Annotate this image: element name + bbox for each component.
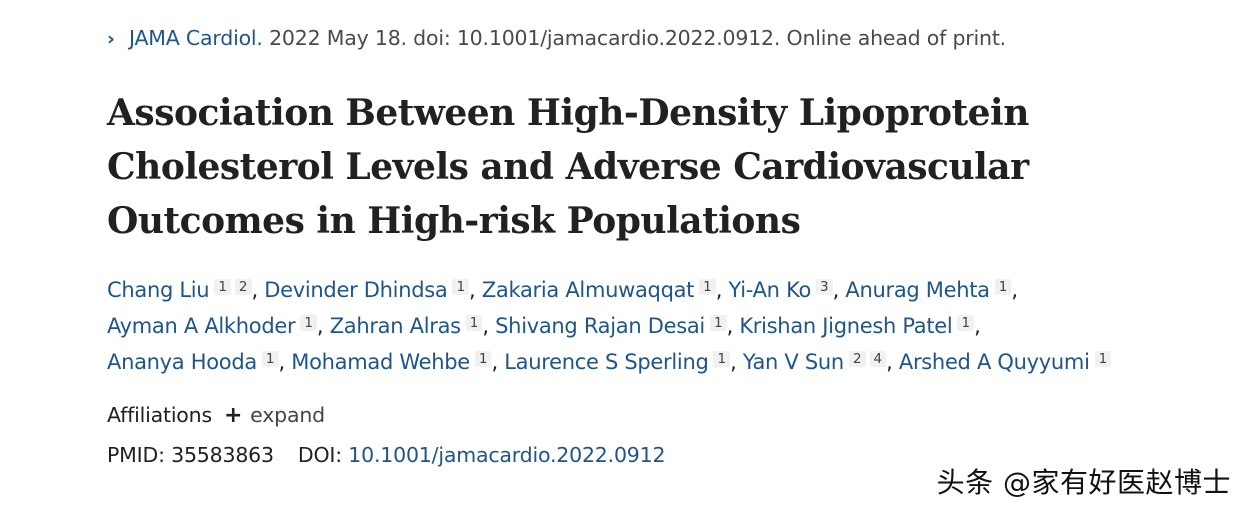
affiliation-ref[interactable]: 1 [214,279,231,295]
author-link[interactable]: Krishan Jignesh Patel [739,314,953,338]
affiliation-ref[interactable]: 1 [261,351,279,367]
author-item: Chang Liu 1 2, [107,278,265,302]
pmid-value: 35583863 [171,443,274,467]
pmid-label: PMID: [107,443,165,467]
affiliation-ref[interactable]: 3 [816,279,833,295]
affiliation-ref[interactable]: 1 [465,315,483,331]
author-link[interactable]: Ananya Hooda [107,350,257,374]
author-item: Laurence S Sperling 1, [504,350,743,374]
author-link[interactable]: Shivang Rajan Desai [495,314,705,338]
citation-line: › JAMA Cardiol. 2022 May 18. doi: 10.1001… [107,26,1006,50]
author-item: Krishan Jignesh Patel 1, [739,314,981,338]
affiliation-ref[interactable]: 1 [713,351,731,367]
author-item: Zahran Alras 1, [329,314,496,338]
identifiers: PMID: 35583863 DOI: 10.1001/jamacardio.20… [107,443,666,467]
author-list: Chang Liu 1 2, Devinder Dhindsa 1, Zakaria … [107,272,1187,380]
affiliation-ref[interactable]: 1 [699,279,716,295]
affiliation-ref[interactable]: 1 [957,315,975,331]
journal-link[interactable]: JAMA Cardiol. [129,26,263,50]
affiliation-ref[interactable]: 1 [452,279,470,295]
affiliation-ref[interactable]: 2 [848,351,866,367]
affiliation-ref[interactable]: 1 [300,315,317,331]
author-link[interactable]: Arshed A Quyyumi [898,350,1090,374]
chevron-right-icon[interactable]: › [107,28,115,50]
author-link[interactable]: Zahran Alras [329,314,461,338]
author-link[interactable]: Yi-An Ko [728,278,812,302]
expand-button[interactable]: expand [250,403,325,427]
affiliations-toggle[interactable]: Affiliations + expand [107,403,325,428]
author-item: Arshed A Quyyumi 1 [898,350,1112,374]
affiliation-ref[interactable]: 1 [709,315,727,331]
author-link[interactable]: Chang Liu [107,278,210,302]
author-item: Yi-An Ko 3, [728,278,846,302]
affiliation-ref[interactable]: 4 [869,351,887,367]
page-title: Association Between High-Density Lipopro… [107,92,1029,242]
author-link[interactable]: Yan V Sun [742,350,844,374]
affiliation-ref[interactable]: 1 [1094,351,1112,367]
doi-label: DOI: [297,443,342,467]
author-link[interactable]: Zakaria Almuwaqqat [481,278,695,302]
affiliation-ref[interactable]: 1 [474,351,492,367]
doi-link[interactable]: 10.1001/jamacardio.2022.0912 [348,443,666,467]
author-link[interactable]: Anurag Mehta [845,278,990,302]
author-item: Anurag Mehta 1, [845,278,1018,302]
author-item: Shivang Rajan Desai 1, [495,314,740,338]
author-item: Ayman A Alkhoder 1, [107,314,330,338]
author-item: Yan V Sun 2 4, [742,350,899,374]
author-link[interactable]: Mohamad Wehbe [291,350,470,374]
author-item: Ananya Hooda 1, [107,350,292,374]
affiliations-label: Affiliations [107,403,212,427]
author-item: Mohamad Wehbe 1, [291,350,505,374]
affiliation-ref[interactable]: 1 [994,279,1012,295]
author-link[interactable]: Ayman A Alkhoder [107,314,296,338]
citation-details: 2022 May 18. doi: 10.1001/jamacardio.202… [262,26,1006,50]
author-item: Devinder Dhindsa 1, [264,278,482,302]
plus-icon: + [223,403,243,428]
watermark: 头条 @家有好医赵博士 [936,466,1231,499]
author-link[interactable]: Laurence S Sperling [504,350,709,374]
author-item: Zakaria Almuwaqqat 1, [481,278,729,302]
author-link[interactable]: Devinder Dhindsa [264,278,448,302]
affiliation-ref[interactable]: 2 [234,279,252,295]
